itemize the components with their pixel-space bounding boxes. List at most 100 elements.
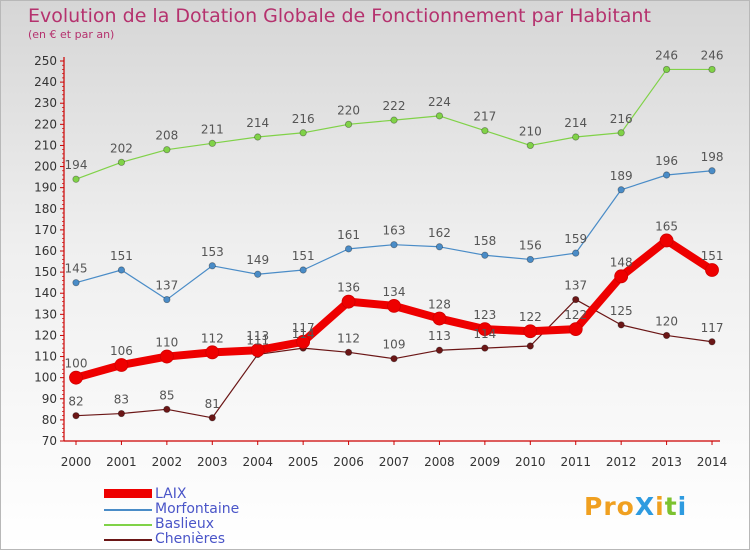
logo-letter: i (655, 492, 665, 521)
data-label-morfontaine: 145 (65, 262, 88, 276)
series-lines (69, 65, 719, 422)
data-point-morfontaine (72, 279, 80, 287)
data-point-chenieres (572, 295, 580, 304)
data-point-laix (114, 358, 129, 372)
data-point-chenieres (481, 344, 489, 352)
data-point-chenieres (526, 342, 534, 350)
data-point-morfontaine (526, 255, 534, 264)
data-label-baslieux: 222 (383, 99, 406, 113)
data-label-baslieux: 194 (65, 158, 88, 172)
y-tick-label: 80 (42, 413, 57, 427)
data-label-chenieres: 114 (292, 327, 315, 341)
x-tick-label: 2010 (515, 455, 546, 469)
data-point-morfontaine (617, 186, 625, 194)
data-point-baslieux (708, 65, 716, 74)
y-tick-label: 180 (34, 202, 57, 216)
data-label-chenieres: 113 (428, 329, 451, 343)
data-point-chenieres (344, 348, 353, 356)
data-point-baslieux (526, 141, 534, 150)
data-label-morfontaine: 161 (337, 228, 360, 242)
data-label-laix: 106 (110, 344, 133, 358)
y-tick-label: 110 (34, 350, 57, 364)
x-tick-label: 2007 (379, 455, 410, 469)
y-tick-label: 160 (34, 244, 57, 258)
data-label-morfontaine: 151 (110, 249, 133, 263)
data-label-morfontaine: 159 (564, 232, 587, 246)
y-tick-label: 250 (34, 54, 57, 68)
chart-title: Evolution de la Dotation Globale de Fonc… (28, 5, 651, 27)
data-label-baslieux: 217 (473, 110, 496, 124)
data-label-laix: 148 (610, 255, 633, 269)
data-point-morfontaine (572, 249, 580, 257)
data-point-baslieux (481, 127, 489, 135)
data-point-morfontaine (435, 243, 444, 251)
legend-label-laix: LAIX (155, 486, 187, 502)
data-point-chenieres (163, 405, 171, 413)
data-label-laix: 151 (701, 249, 724, 263)
data-label-chenieres: 117 (701, 321, 724, 335)
x-tick-label: 2001 (106, 455, 137, 469)
data-point-chenieres (617, 321, 625, 329)
data-label-laix: 134 (383, 285, 406, 299)
proxiti-logo: ProXiti (584, 492, 687, 521)
x-tick-label: 2006 (333, 455, 364, 469)
data-point-laix (159, 349, 174, 364)
data-point-laix (250, 343, 265, 358)
data-point-morfontaine (344, 245, 353, 253)
data-point-morfontaine (708, 167, 716, 175)
data-label-morfontaine: 156 (519, 238, 542, 252)
logo-letter: r (603, 492, 617, 521)
data-label-baslieux: 202 (110, 141, 133, 155)
x-tick-label: 2014 (697, 455, 728, 469)
data-label-chenieres: 125 (610, 304, 633, 318)
data-label-morfontaine: 151 (292, 249, 315, 263)
data-point-morfontaine (254, 270, 262, 278)
data-label-baslieux: 210 (519, 124, 542, 138)
x-tick-label: 2003 (197, 455, 228, 469)
legend-label-morfontaine: Morfontaine (155, 501, 240, 517)
x-tick-label: 2009 (470, 455, 501, 469)
data-label-morfontaine: 198 (701, 150, 724, 164)
data-point-baslieux (344, 120, 353, 128)
data-label-baslieux: 246 (701, 48, 724, 62)
data-point-baslieux (390, 116, 398, 124)
data-label-chenieres: 112 (337, 331, 360, 345)
y-axis: 70 80 90 100 110 120 130 140 150 160 170 180 190 200 2… (34, 54, 721, 448)
legend-swatch-baslieux (104, 524, 152, 526)
data-label-chenieres: 111 (246, 333, 269, 347)
data-point-laix (387, 298, 401, 313)
y-tick-label: 240 (34, 75, 57, 89)
data-point-baslieux (208, 139, 216, 147)
data-label-baslieux: 246 (655, 48, 678, 62)
data-point-morfontaine (662, 171, 671, 179)
data-label-morfontaine: 162 (428, 226, 451, 240)
legend-label-baslieux: Baslieux (155, 516, 215, 532)
data-label-laix: 112 (201, 331, 224, 345)
data-label-baslieux: 214 (246, 116, 269, 130)
data-point-morfontaine (117, 266, 126, 274)
x-tick-label: 2011 (560, 455, 591, 469)
y-tick-label: 230 (34, 96, 57, 110)
data-label-laix: 122 (564, 308, 587, 322)
x-axis: 2000 2001 2002 2003 2004 2005 2006 2007 2008 2009… (61, 441, 728, 469)
data-label-laix: 113 (246, 329, 269, 343)
data-point-chenieres (435, 346, 444, 354)
legend-swatch-morfontaine (104, 509, 152, 511)
x-tick-label: 2004 (242, 455, 273, 469)
data-label-baslieux: 208 (155, 129, 178, 143)
y-tick-label: 150 (34, 265, 57, 279)
logo-letter: P (584, 492, 604, 521)
logo-letter: i (677, 492, 688, 521)
data-point-laix (205, 345, 220, 360)
data-label-laix: 122 (519, 310, 542, 324)
y-tick-label: 170 (34, 223, 57, 237)
data-label-morfontaine: 196 (655, 154, 678, 168)
data-point-morfontaine (299, 266, 307, 274)
x-tick-label: 2012 (606, 455, 637, 469)
data-point-baslieux (572, 133, 580, 141)
data-label-chenieres: 81 (205, 397, 220, 411)
chart-subtitle: (en € et par an) (28, 28, 115, 41)
data-label-morfontaine: 189 (610, 169, 633, 183)
